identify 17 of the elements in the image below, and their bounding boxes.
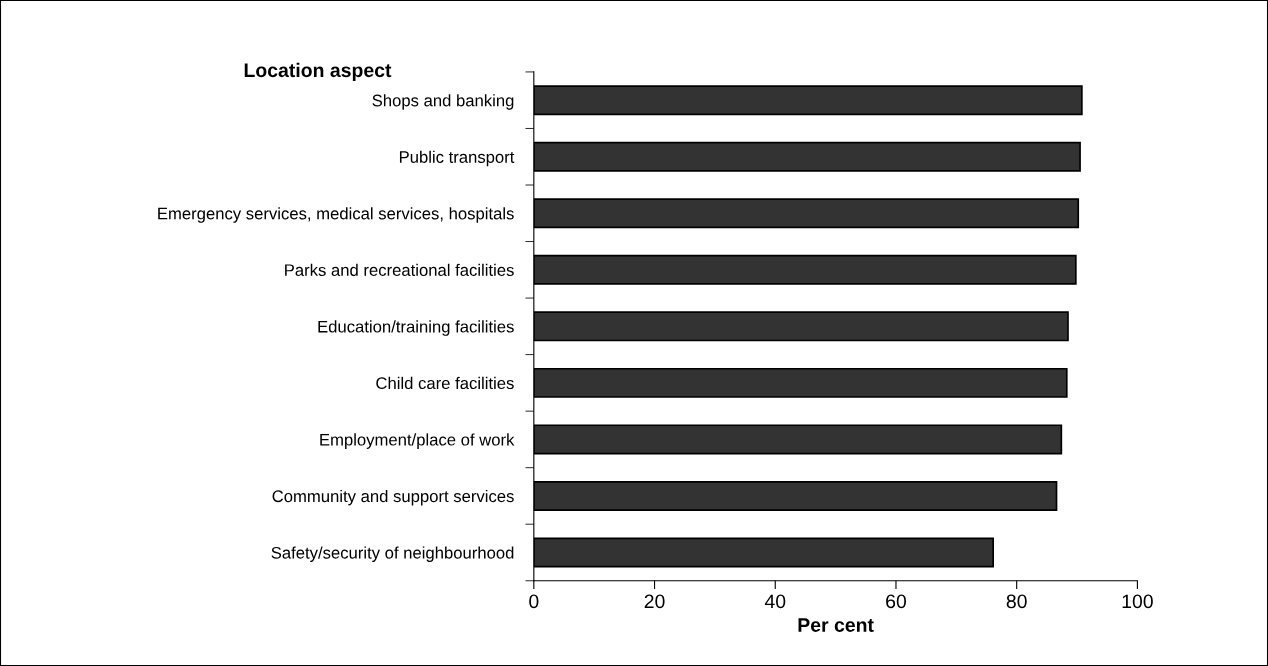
y-tick-label: Education/training facilities: [318, 320, 514, 336]
text: Location aspect: [244, 62, 392, 81]
y-tick-label: Parks and recreational facilities: [285, 263, 514, 277]
x-tick-label: 80: [1006, 594, 1027, 609]
y-tick-label: Public transport: [399, 150, 515, 167]
x-tick-label: 0: [529, 594, 539, 609]
y-tick-label: Emergency services, medical services, hospitals: [158, 207, 514, 223]
y-tick-label: Child care facilities: [376, 376, 514, 390]
y-tick-label: Shops and banking: [372, 94, 514, 110]
y-tick-label: Community and support services: [272, 489, 514, 506]
y-tick-label: Employment/place of work: [320, 433, 515, 449]
x-axis-title: Per cent: [798, 618, 874, 632]
x-tick-label: 60: [886, 594, 907, 609]
x-tick-label: 40: [764, 594, 786, 609]
x-tick-label: 20: [644, 594, 665, 609]
y-tick-label: Safety/security of neighbourhood: [271, 546, 514, 562]
x-tick-label: 100: [1122, 594, 1153, 609]
